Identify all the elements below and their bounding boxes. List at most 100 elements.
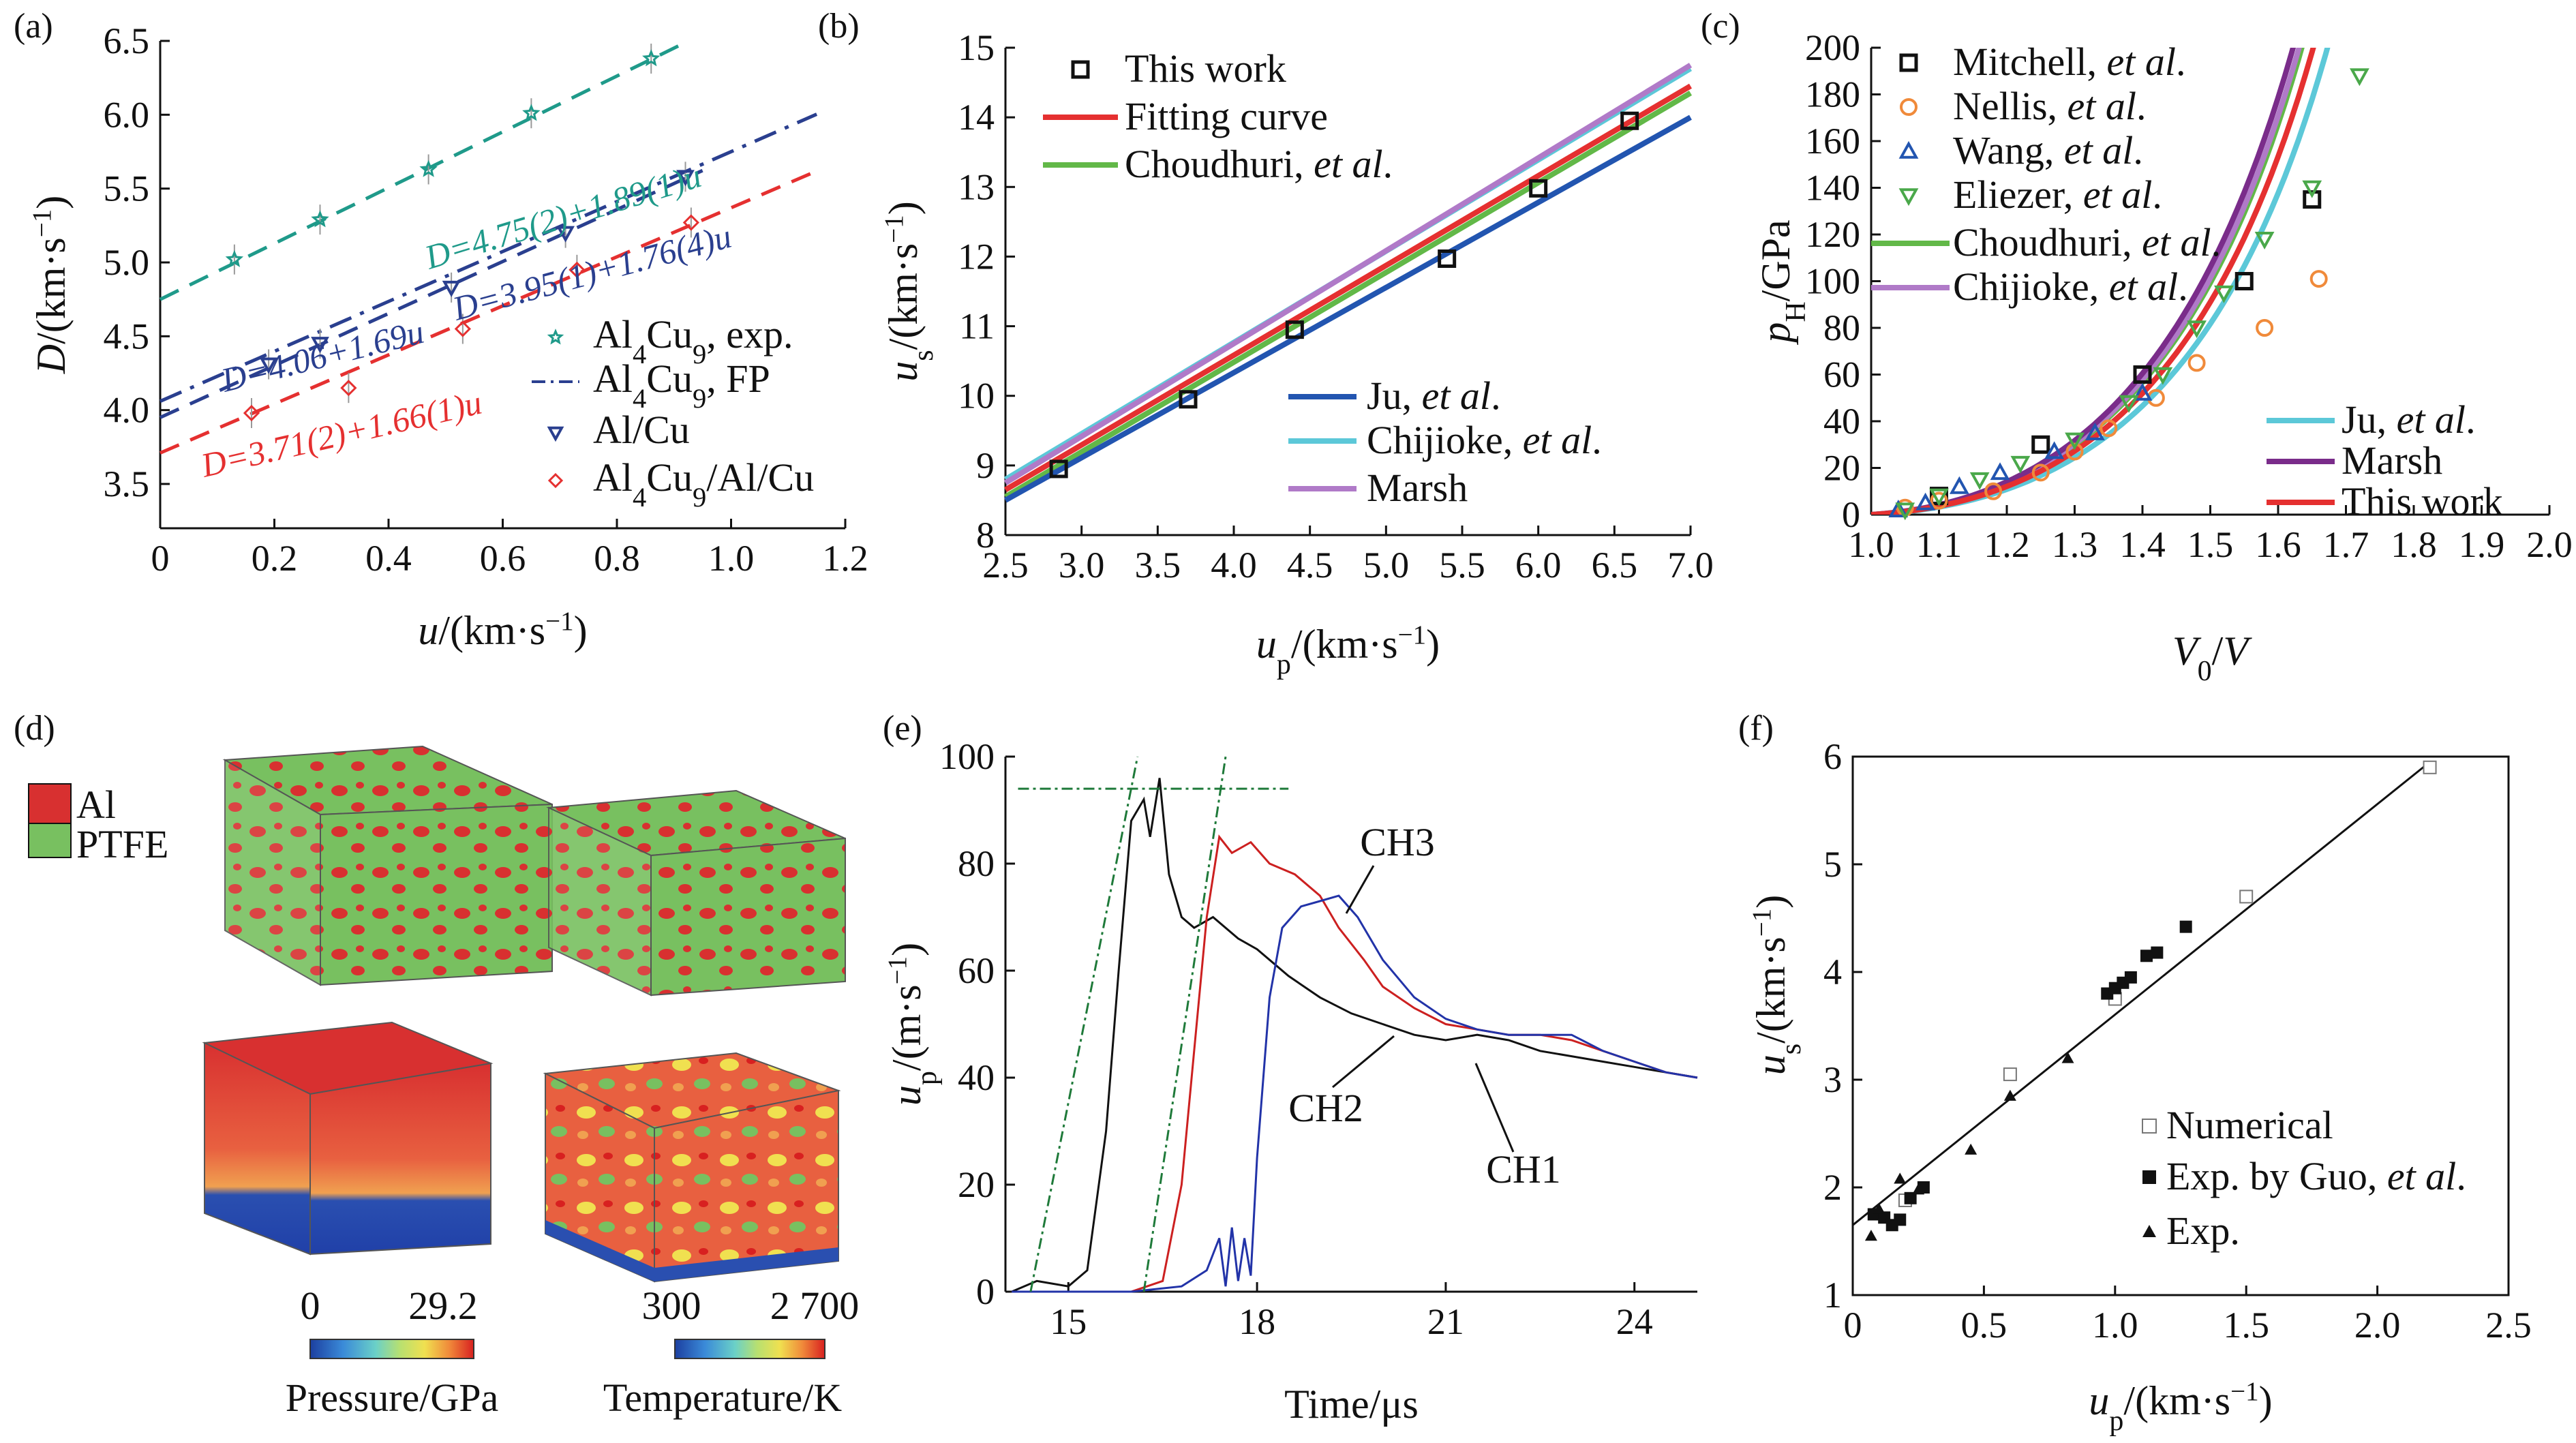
- y-tick-label: 3: [1823, 1059, 1842, 1100]
- fit-line: [1852, 761, 2431, 1226]
- x-tick-label: 2.0: [2354, 1305, 2401, 1346]
- data-point: [1969, 472, 1990, 490]
- data-point: [1929, 488, 1949, 506]
- legend-label: Exp.: [2166, 1209, 2240, 1253]
- data-point: [1949, 476, 1969, 494]
- panel-label-d: (d): [14, 709, 55, 748]
- x-tick-label: 1.0: [708, 538, 755, 579]
- data-point: [1894, 1172, 1907, 1184]
- data-point: [1904, 1191, 1917, 1204]
- y-axis-label: D/(km·s−1): [27, 196, 74, 374]
- x-tick-label: 0.5: [1961, 1305, 2007, 1346]
- legend-label: Numerical: [2166, 1103, 2333, 1147]
- y-tick-label: 100: [939, 736, 995, 777]
- y-tick-label: 15: [958, 27, 995, 68]
- data-point: [225, 249, 244, 267]
- data-point: [642, 49, 661, 67]
- trace-label: CH3: [1360, 820, 1435, 864]
- x-axis-label: up/(km·s−1): [2089, 1377, 2272, 1438]
- x-tick-label: 0: [1844, 1305, 1862, 1346]
- pressure-min-label: 0: [301, 1283, 320, 1328]
- y-tick-label: 1: [1823, 1275, 1842, 1316]
- data-point: [2010, 455, 2031, 474]
- legend-label: Choudhuri, et al.: [1953, 220, 2221, 264]
- y-tick-label: 20: [958, 1164, 995, 1205]
- y-tick-label: 0: [976, 1271, 995, 1312]
- y-tick-label: 140: [1805, 168, 1860, 209]
- x-tick-label: 1.0: [1848, 524, 1894, 565]
- data-point: [311, 337, 329, 354]
- x-tick-label: 0.2: [252, 538, 298, 579]
- data-point: [2151, 946, 2164, 959]
- legend-label: This work: [1125, 46, 1286, 91]
- data-point: [2179, 920, 2192, 933]
- data-point: [556, 226, 575, 243]
- legend-label: Fitting curve: [1125, 94, 1328, 138]
- panel-d: Al PTFE 0 29.2 Pressu: [28, 745, 860, 1420]
- x-tick-label: 2.0: [2526, 524, 2573, 565]
- temperature-max-label: 2 700: [770, 1283, 860, 1328]
- series-line: [1003, 63, 1693, 485]
- data-point: [2119, 395, 2139, 413]
- cube-pressure: [202, 1021, 494, 1256]
- data-point: [1965, 1143, 1978, 1155]
- data-point: [1895, 502, 1915, 521]
- panel-label-c: (c): [1701, 7, 1740, 46]
- data-point: [2350, 68, 2369, 87]
- data-point: [2065, 442, 2084, 461]
- x-tick-label: 24: [1616, 1301, 1653, 1342]
- data-point: [2302, 180, 2322, 198]
- hugoniot-curve: [1871, 48, 2316, 515]
- series-line: [1004, 115, 1692, 503]
- legend-label: This work: [2342, 479, 2503, 523]
- x-tick-label: 6.5: [1592, 545, 1638, 586]
- x-tick-label: 4.5: [1287, 545, 1333, 586]
- hugoniot-curve: [1871, 48, 2297, 515]
- y-tick-label: 11: [959, 306, 995, 347]
- series-line: [1003, 90, 1693, 500]
- data-point: [2256, 319, 2274, 337]
- data-point: [1438, 249, 1457, 268]
- data-point: [2124, 971, 2137, 984]
- fit-equation: D=4.06+1.69u: [217, 312, 427, 399]
- ptfe-legend-label: PTFE: [76, 822, 168, 866]
- y-axis-label: pH/GPa: [1753, 219, 1812, 345]
- data-point: [243, 404, 260, 422]
- legend-label: Marsh: [1367, 466, 1468, 510]
- data-point: [2234, 272, 2254, 290]
- y-tick-label: 20: [1823, 448, 1860, 489]
- x-tick-label: 5.5: [1439, 545, 1485, 586]
- y-tick-label: 0: [1842, 494, 1860, 535]
- y-axis-label: us/(km·s−1): [1747, 895, 1808, 1076]
- data-point: [1912, 1183, 1925, 1195]
- data-point: [2142, 1170, 2156, 1184]
- pressure-max-label: 29.2: [408, 1283, 478, 1328]
- panel-label-f: (f): [1738, 709, 1774, 748]
- data-point: [2153, 367, 2173, 385]
- data-point: [454, 320, 471, 337]
- x-tick-label: 2.5: [2485, 1305, 2532, 1346]
- y-tick-label: 6: [1823, 736, 1842, 777]
- plot-frame: [1851, 755, 2510, 1296]
- x-tick-label: 21: [1427, 1301, 1464, 1342]
- data-point: [1179, 390, 1198, 409]
- x-tick-label: 0.4: [365, 538, 412, 579]
- data-point: [547, 472, 564, 489]
- label-leader: [1474, 1063, 1515, 1153]
- data-point: [2142, 1119, 2157, 1134]
- data-point: [2065, 432, 2085, 451]
- data-point: [2214, 285, 2234, 303]
- data-point: [2061, 1052, 2074, 1063]
- data-point: [2044, 441, 2065, 459]
- data-point: [1898, 188, 1919, 207]
- x-tick-label: 6.0: [1515, 545, 1562, 586]
- data-point: [1873, 1202, 1885, 1214]
- y-tick-label: 40: [958, 1057, 995, 1098]
- y-tick-label: 4: [1823, 952, 1842, 992]
- legend-label: Marsh: [2342, 438, 2442, 483]
- x-axis-label: Time/μs: [1284, 1382, 1419, 1427]
- data-point: [547, 426, 564, 442]
- legend-label: Nellis, et al.: [1953, 84, 2147, 128]
- legend-label: Al/Cu: [593, 408, 690, 452]
